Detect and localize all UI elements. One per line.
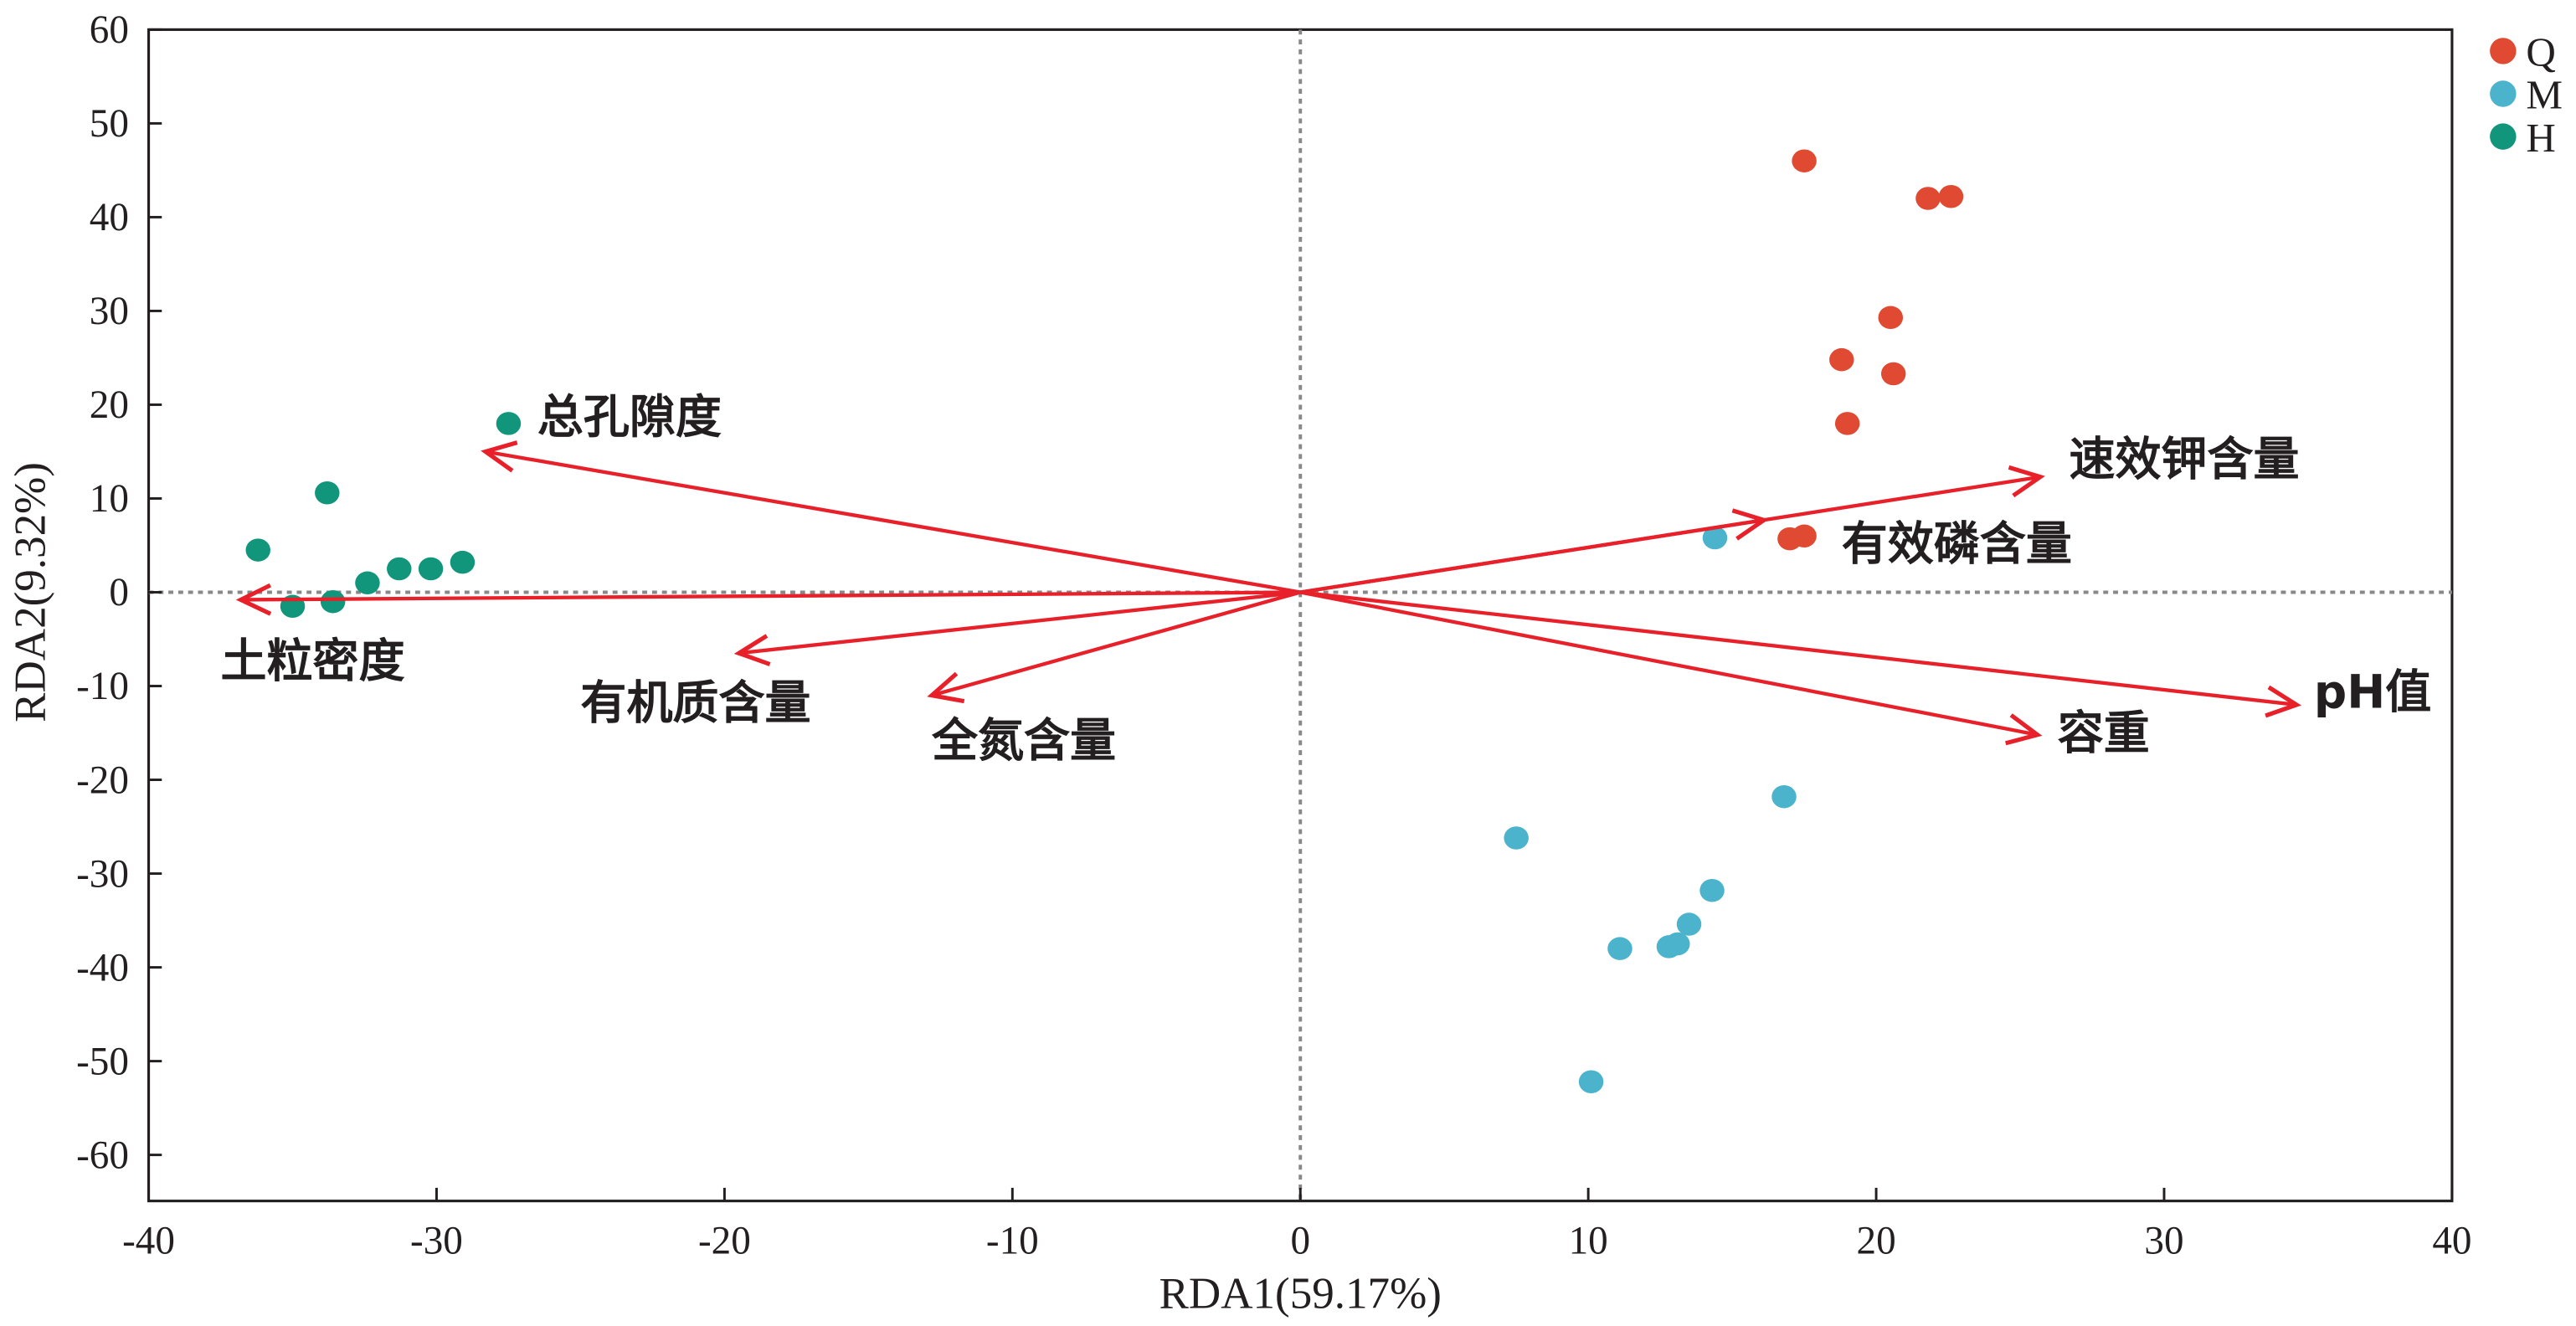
arrow-head (927, 671, 965, 704)
legend-marker-M (2490, 80, 2517, 107)
arrow-vector (927, 590, 1301, 704)
plot-axes: -40 -30 -20 -10 0 10 20 30 40 60 50 40 30 20 10 0 -10 -20… (76, 8, 2471, 1262)
y-tick-label: -30 (76, 852, 129, 896)
arrow-shaft (485, 450, 1301, 594)
point-Q (1792, 524, 1817, 548)
x-axis-label: RDA1(59.17%) (1159, 1269, 1442, 1318)
arrow-label: 有机质含量 (580, 676, 810, 730)
point-M (1699, 878, 1725, 902)
point-M (1504, 826, 1529, 850)
point-H (450, 550, 476, 574)
arrow-head (481, 440, 518, 473)
x-tick-label: -40 (122, 1220, 175, 1263)
arrow-vector (235, 583, 1301, 616)
point-M (1607, 937, 1632, 960)
arrow-head (2005, 713, 2043, 746)
arrow-head (1731, 508, 1769, 541)
legend-label: M (2526, 72, 2563, 118)
arrow-label: 全氮含量 (931, 714, 1116, 768)
x-tick-label: -30 (410, 1220, 463, 1263)
arrow-label: 速效钾含量 (2070, 432, 2300, 486)
y-tick-label: -20 (76, 758, 129, 802)
point-Q (1878, 306, 1904, 330)
point-H (315, 481, 340, 505)
x-tick-label: 0 (1290, 1220, 1310, 1263)
arrow-label: 总孔隙度 (537, 390, 722, 444)
x-tick-label: 20 (1857, 1220, 1896, 1263)
y-tick-label: 30 (90, 290, 129, 333)
point-Q (1915, 187, 1941, 210)
legend-marker-Q (2490, 38, 2517, 64)
point-H (387, 557, 412, 581)
point-M (1771, 784, 1797, 809)
legend-label: Q (2526, 29, 2555, 75)
arrow-vector (481, 440, 1301, 594)
y-tick-label: 20 (90, 383, 129, 427)
point-Q (1938, 185, 1964, 208)
arrow-shaft (240, 590, 1301, 602)
y-tick-label: 10 (90, 477, 129, 521)
point-M (1676, 912, 1702, 936)
legend-label: H (2526, 115, 2555, 161)
x-tick-label: 10 (1569, 1220, 1608, 1263)
legend: QMH (2490, 29, 2563, 161)
y-tick-label: -60 (76, 1133, 129, 1177)
point-H (355, 571, 380, 595)
arrow-vector (733, 590, 1301, 666)
arrow-shaft (931, 590, 1301, 697)
arrow-vector (1299, 590, 2043, 746)
x-tick-label: 30 (2144, 1220, 2183, 1263)
y-tick-label: 50 (90, 102, 129, 146)
y-axis-label: RDA2(9.32%) (7, 462, 55, 722)
arrow-shaft (1299, 590, 2039, 737)
point-H (320, 589, 346, 614)
y-tick-label: -40 (76, 946, 129, 989)
point-H (496, 412, 522, 435)
arrow-shaft (738, 590, 1301, 655)
point-H (245, 538, 270, 562)
point-H (418, 557, 444, 581)
x-tick-label: 40 (2432, 1220, 2471, 1263)
arrow-head (2265, 685, 2302, 718)
legend-marker-H (2490, 123, 2517, 150)
point-Q (1880, 362, 1906, 386)
y-tick-label: -50 (76, 1040, 129, 1083)
arrow-head (733, 634, 771, 666)
arrow-label: 容重 (2058, 707, 2150, 760)
point-Q (1792, 149, 1817, 172)
arrow-vector (1299, 508, 1769, 594)
y-tick-label: 40 (90, 196, 129, 239)
point-Q (1834, 412, 1860, 435)
arrow-label: pH值 (2314, 665, 2431, 718)
x-tick-label: -10 (986, 1220, 1039, 1263)
arrow-shaft (1299, 590, 2297, 707)
point-M (1665, 932, 1690, 956)
y-tick-label: 0 (109, 571, 129, 614)
arrow-vector (1299, 590, 2302, 718)
arrow-shaft (1299, 518, 1765, 594)
arrow-label: 有效磷含量 (1842, 517, 2072, 570)
arrow-label: 土粒密度 (221, 634, 405, 687)
arrow-head (235, 583, 272, 616)
x-tick-label: -20 (698, 1220, 751, 1263)
point-M (1702, 526, 1728, 550)
y-tick-label: 60 (90, 8, 129, 52)
point-M (1578, 1070, 1604, 1093)
point-Q (1829, 347, 1854, 372)
y-tick-label: -10 (76, 665, 129, 708)
arrow-head (2008, 465, 2045, 498)
